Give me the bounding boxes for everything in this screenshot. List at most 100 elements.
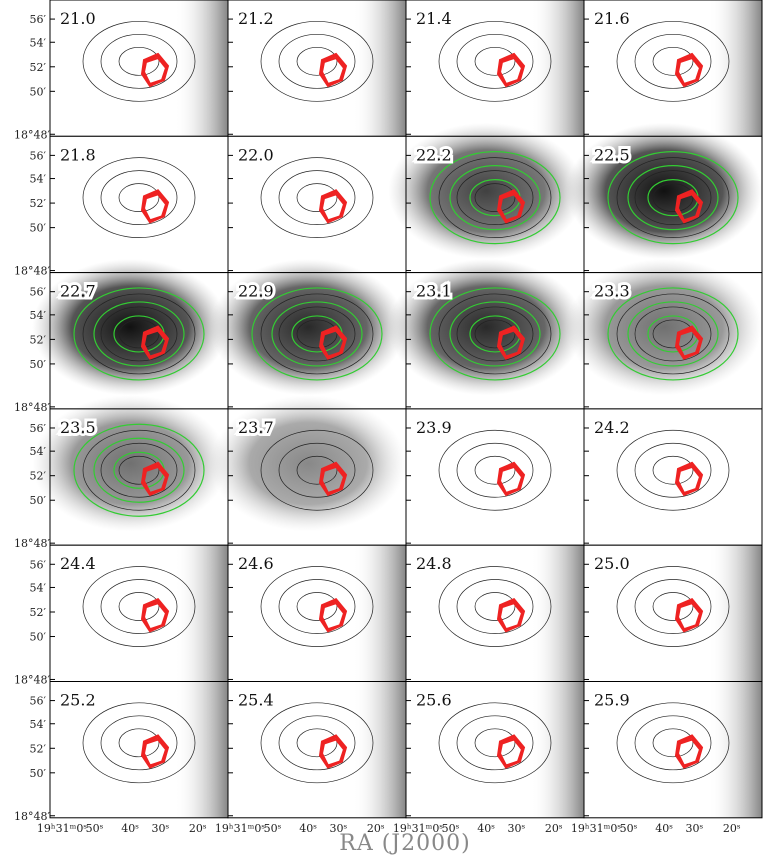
contour bbox=[118, 728, 160, 758]
panel-label: 22.7 bbox=[60, 282, 96, 301]
red-contour bbox=[674, 189, 704, 224]
contour bbox=[82, 293, 196, 375]
panel: 22.9 bbox=[210, 258, 407, 410]
panel-label: 21.8 bbox=[60, 145, 96, 164]
contour bbox=[616, 157, 730, 238]
x-tick-label: 20ˢ bbox=[189, 822, 207, 835]
panel: 21.8 bbox=[49, 135, 229, 274]
panel-background bbox=[50, 136, 228, 273]
x-tick-label: 30ˢ bbox=[508, 822, 526, 835]
green-contour bbox=[73, 287, 205, 381]
green-contour bbox=[429, 151, 561, 245]
panel: 23.5 bbox=[32, 395, 229, 546]
red-contour bbox=[318, 325, 348, 360]
green-contour bbox=[429, 287, 561, 381]
contour bbox=[296, 46, 338, 76]
panel-label: 24.8 bbox=[416, 554, 452, 573]
red-contour bbox=[140, 189, 170, 224]
contour bbox=[438, 157, 552, 238]
panel: 22.2 bbox=[388, 122, 585, 274]
panel: 23.1 bbox=[388, 258, 585, 410]
panel-label: 22.0 bbox=[238, 145, 274, 164]
panel-label: 24.6 bbox=[238, 554, 274, 573]
contour bbox=[652, 46, 694, 76]
y-tick-label: 56′ bbox=[30, 286, 47, 299]
y-tick-label: 18°48′ bbox=[14, 673, 50, 686]
panel-label: 23.7 bbox=[238, 418, 274, 437]
contour bbox=[118, 46, 160, 76]
y-tick-label: 52′ bbox=[30, 333, 47, 346]
emission-edge bbox=[228, 0, 406, 137]
x-tick-label: 50ˢ bbox=[442, 822, 460, 835]
panel-label: 22.2 bbox=[416, 145, 452, 164]
panel-label: 23.3 bbox=[594, 282, 630, 301]
contour bbox=[82, 702, 196, 784]
panel-label: 23.1 bbox=[416, 282, 452, 301]
panel-label: 22.9 bbox=[238, 282, 274, 301]
contour bbox=[474, 592, 516, 621]
panel: 24.6 bbox=[227, 544, 407, 683]
contour bbox=[118, 183, 160, 212]
contour bbox=[296, 592, 338, 621]
green-contour bbox=[73, 423, 205, 517]
panel: 23.3 bbox=[566, 258, 763, 410]
panel: 22.0 bbox=[227, 135, 407, 274]
y-tick-label: 56′ bbox=[30, 695, 47, 708]
contour bbox=[456, 170, 534, 225]
contour bbox=[82, 429, 196, 511]
x-tick-label: 19ʰ31ᵐ0ˢ bbox=[215, 822, 265, 835]
contour bbox=[278, 715, 356, 771]
contour bbox=[652, 183, 694, 212]
contour bbox=[260, 157, 374, 238]
contour bbox=[616, 566, 730, 647]
contour bbox=[634, 33, 712, 89]
panel: 21.2 bbox=[227, 0, 407, 137]
y-tick-label: 52′ bbox=[30, 197, 47, 210]
green-contour bbox=[271, 301, 363, 367]
red-contour bbox=[496, 189, 526, 224]
x-tick-label: 50ˢ bbox=[264, 822, 282, 835]
red-contour bbox=[140, 734, 170, 769]
panel-label: 21.6 bbox=[594, 9, 630, 28]
panel-label: 21.2 bbox=[238, 9, 274, 28]
panel-label: 21.0 bbox=[60, 9, 96, 28]
contour bbox=[616, 429, 730, 511]
y-tick-label: 52′ bbox=[30, 606, 47, 619]
panel: 22.7 bbox=[32, 258, 229, 410]
x-tick-label: 50ˢ bbox=[86, 822, 104, 835]
panel-label: 25.4 bbox=[238, 691, 274, 710]
contour bbox=[278, 442, 356, 498]
green-contour bbox=[93, 301, 185, 367]
contour bbox=[652, 455, 694, 485]
x-tick-label: 19ʰ31ᵐ0ˢ bbox=[393, 822, 443, 835]
contour bbox=[260, 429, 374, 511]
contour bbox=[118, 455, 160, 485]
contour bbox=[260, 293, 374, 375]
x-tick-label: 50ˢ bbox=[620, 822, 638, 835]
emission-edge bbox=[228, 545, 406, 682]
contour bbox=[118, 592, 160, 621]
x-tick-label: 30ˢ bbox=[330, 822, 348, 835]
panel: 24.2 bbox=[583, 408, 763, 546]
green-contour bbox=[251, 287, 383, 381]
y-tick-label: 54′ bbox=[30, 718, 47, 731]
panel: 23.9 bbox=[405, 408, 585, 546]
contour bbox=[260, 20, 374, 102]
panel: 21.6 bbox=[583, 0, 763, 137]
contour bbox=[474, 455, 516, 485]
contour bbox=[616, 702, 730, 784]
panel-label: 24.4 bbox=[60, 554, 96, 573]
y-tick-label: 54′ bbox=[30, 36, 47, 49]
panel-background bbox=[406, 408, 584, 546]
x-tick-label: 30ˢ bbox=[686, 822, 704, 835]
contour bbox=[100, 442, 178, 498]
y-tick-label: 56′ bbox=[30, 149, 47, 162]
panel: 25.4 bbox=[227, 681, 407, 819]
panel-label: 21.4 bbox=[416, 9, 452, 28]
contour bbox=[296, 319, 338, 349]
emission-edge bbox=[584, 681, 762, 818]
red-contour bbox=[318, 52, 348, 88]
red-contour bbox=[140, 52, 170, 88]
panel: 25.2 bbox=[49, 681, 229, 819]
